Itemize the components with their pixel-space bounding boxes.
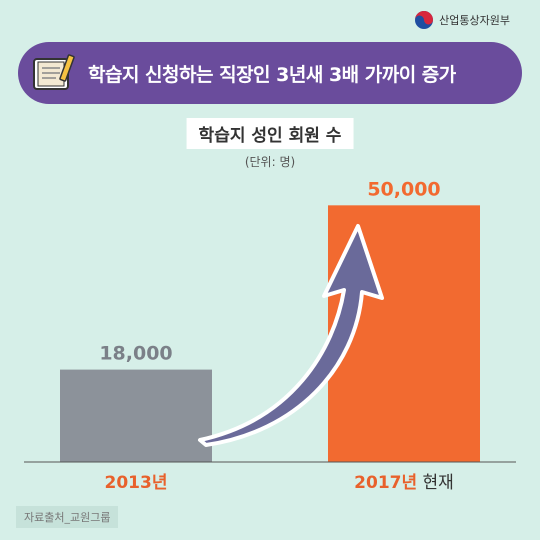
ministry-logo: 산업통상자원부 (414, 10, 510, 30)
x-tick-label-1: 2013년 (105, 473, 168, 493)
chart-title: 학습지 성인 회원 수 (186, 118, 354, 149)
ministry-name: 산업통상자원부 (439, 14, 510, 27)
source-note: 자료출처_교원그룹 (16, 506, 119, 528)
taegeuk-emblem-icon (415, 11, 434, 29)
page-title: 학습지 신청하는 직장인 3년새 3배 가까이 증가 (88, 63, 456, 86)
bar-1 (60, 369, 212, 462)
data-label-1: 18,000 (99, 343, 172, 365)
x-tick-label-2: 2017년 현재 (354, 473, 454, 493)
chart-unit: (단위: 명) (244, 155, 296, 169)
title-banner: 학습지 신청하는 직장인 3년새 3배 가까이 증가 (18, 42, 522, 104)
notebook-pencil-icon (33, 54, 75, 90)
growth-arrow-icon (198, 224, 384, 447)
data-label-2: 50,000 (367, 178, 440, 200)
